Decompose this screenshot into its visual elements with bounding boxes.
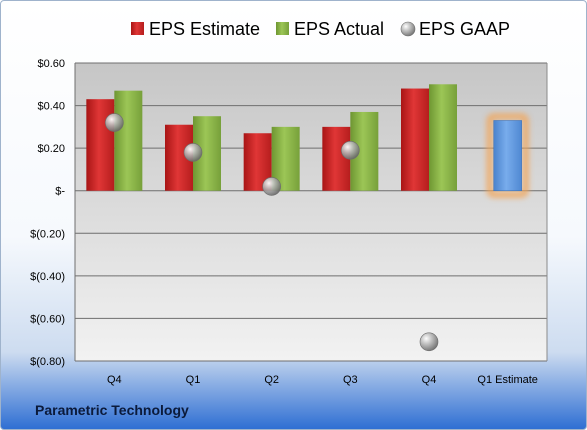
legend-swatch bbox=[276, 22, 289, 35]
legend-label: EPS Actual bbox=[294, 19, 384, 39]
x-tick-label: Q1 Estimate bbox=[477, 374, 538, 386]
gaap-markers bbox=[105, 113, 439, 352]
eps-gaap-marker bbox=[262, 177, 281, 196]
plot-area bbox=[75, 63, 547, 361]
legend: EPS Estimate EPS Actual EPS GAAP bbox=[131, 19, 510, 39]
y-tick-label: $0.20 bbox=[37, 143, 65, 155]
legend-swatch bbox=[131, 22, 144, 35]
eps-gaap-marker bbox=[419, 332, 439, 352]
eps-estimate-bar bbox=[86, 99, 115, 191]
legend-swatch bbox=[400, 21, 416, 37]
y-tick-label: $(0.20) bbox=[30, 228, 65, 240]
eps-actual-bar bbox=[429, 84, 457, 191]
eps-gaap-marker bbox=[341, 140, 360, 160]
eps-estimate-bar bbox=[401, 88, 429, 191]
eps-estimate-forecast-bar bbox=[493, 120, 522, 191]
x-tick-label: Q4 bbox=[107, 374, 122, 386]
legend-label: EPS GAAP bbox=[419, 19, 510, 39]
y-tick-label: $(0.80) bbox=[30, 356, 65, 368]
y-tick-label: $- bbox=[55, 186, 65, 198]
eps-gaap-marker bbox=[105, 113, 124, 132]
y-tick-label: $(0.40) bbox=[30, 271, 65, 283]
gridlines bbox=[75, 62, 547, 362]
y-tick-label: $0.60 bbox=[37, 58, 65, 70]
y-tick-label: $0.40 bbox=[37, 101, 65, 113]
eps-gaap-marker bbox=[183, 143, 203, 162]
x-tick-label: Q4 bbox=[422, 374, 437, 386]
x-tick-label: Q2 bbox=[264, 374, 279, 386]
eps-actual-bar bbox=[114, 90, 143, 191]
x-axis: Q4 Q1 Q2 Q3 Q4 Q1 Estimate bbox=[107, 374, 538, 386]
estimate-glow bbox=[486, 113, 529, 198]
x-tick-label: Q3 bbox=[343, 374, 358, 386]
eps-estimate-bar bbox=[322, 126, 351, 191]
x-tick-label: Q1 bbox=[186, 374, 201, 386]
legend-label: EPS Estimate bbox=[149, 19, 260, 39]
company-name: Parametric Technology bbox=[35, 402, 189, 418]
y-axis: $0.60 $0.40 $0.20 $- $(0.20) $(0.40) $(0.60) $(… bbox=[30, 58, 548, 368]
y-tick-label: $(0.60) bbox=[30, 313, 65, 325]
